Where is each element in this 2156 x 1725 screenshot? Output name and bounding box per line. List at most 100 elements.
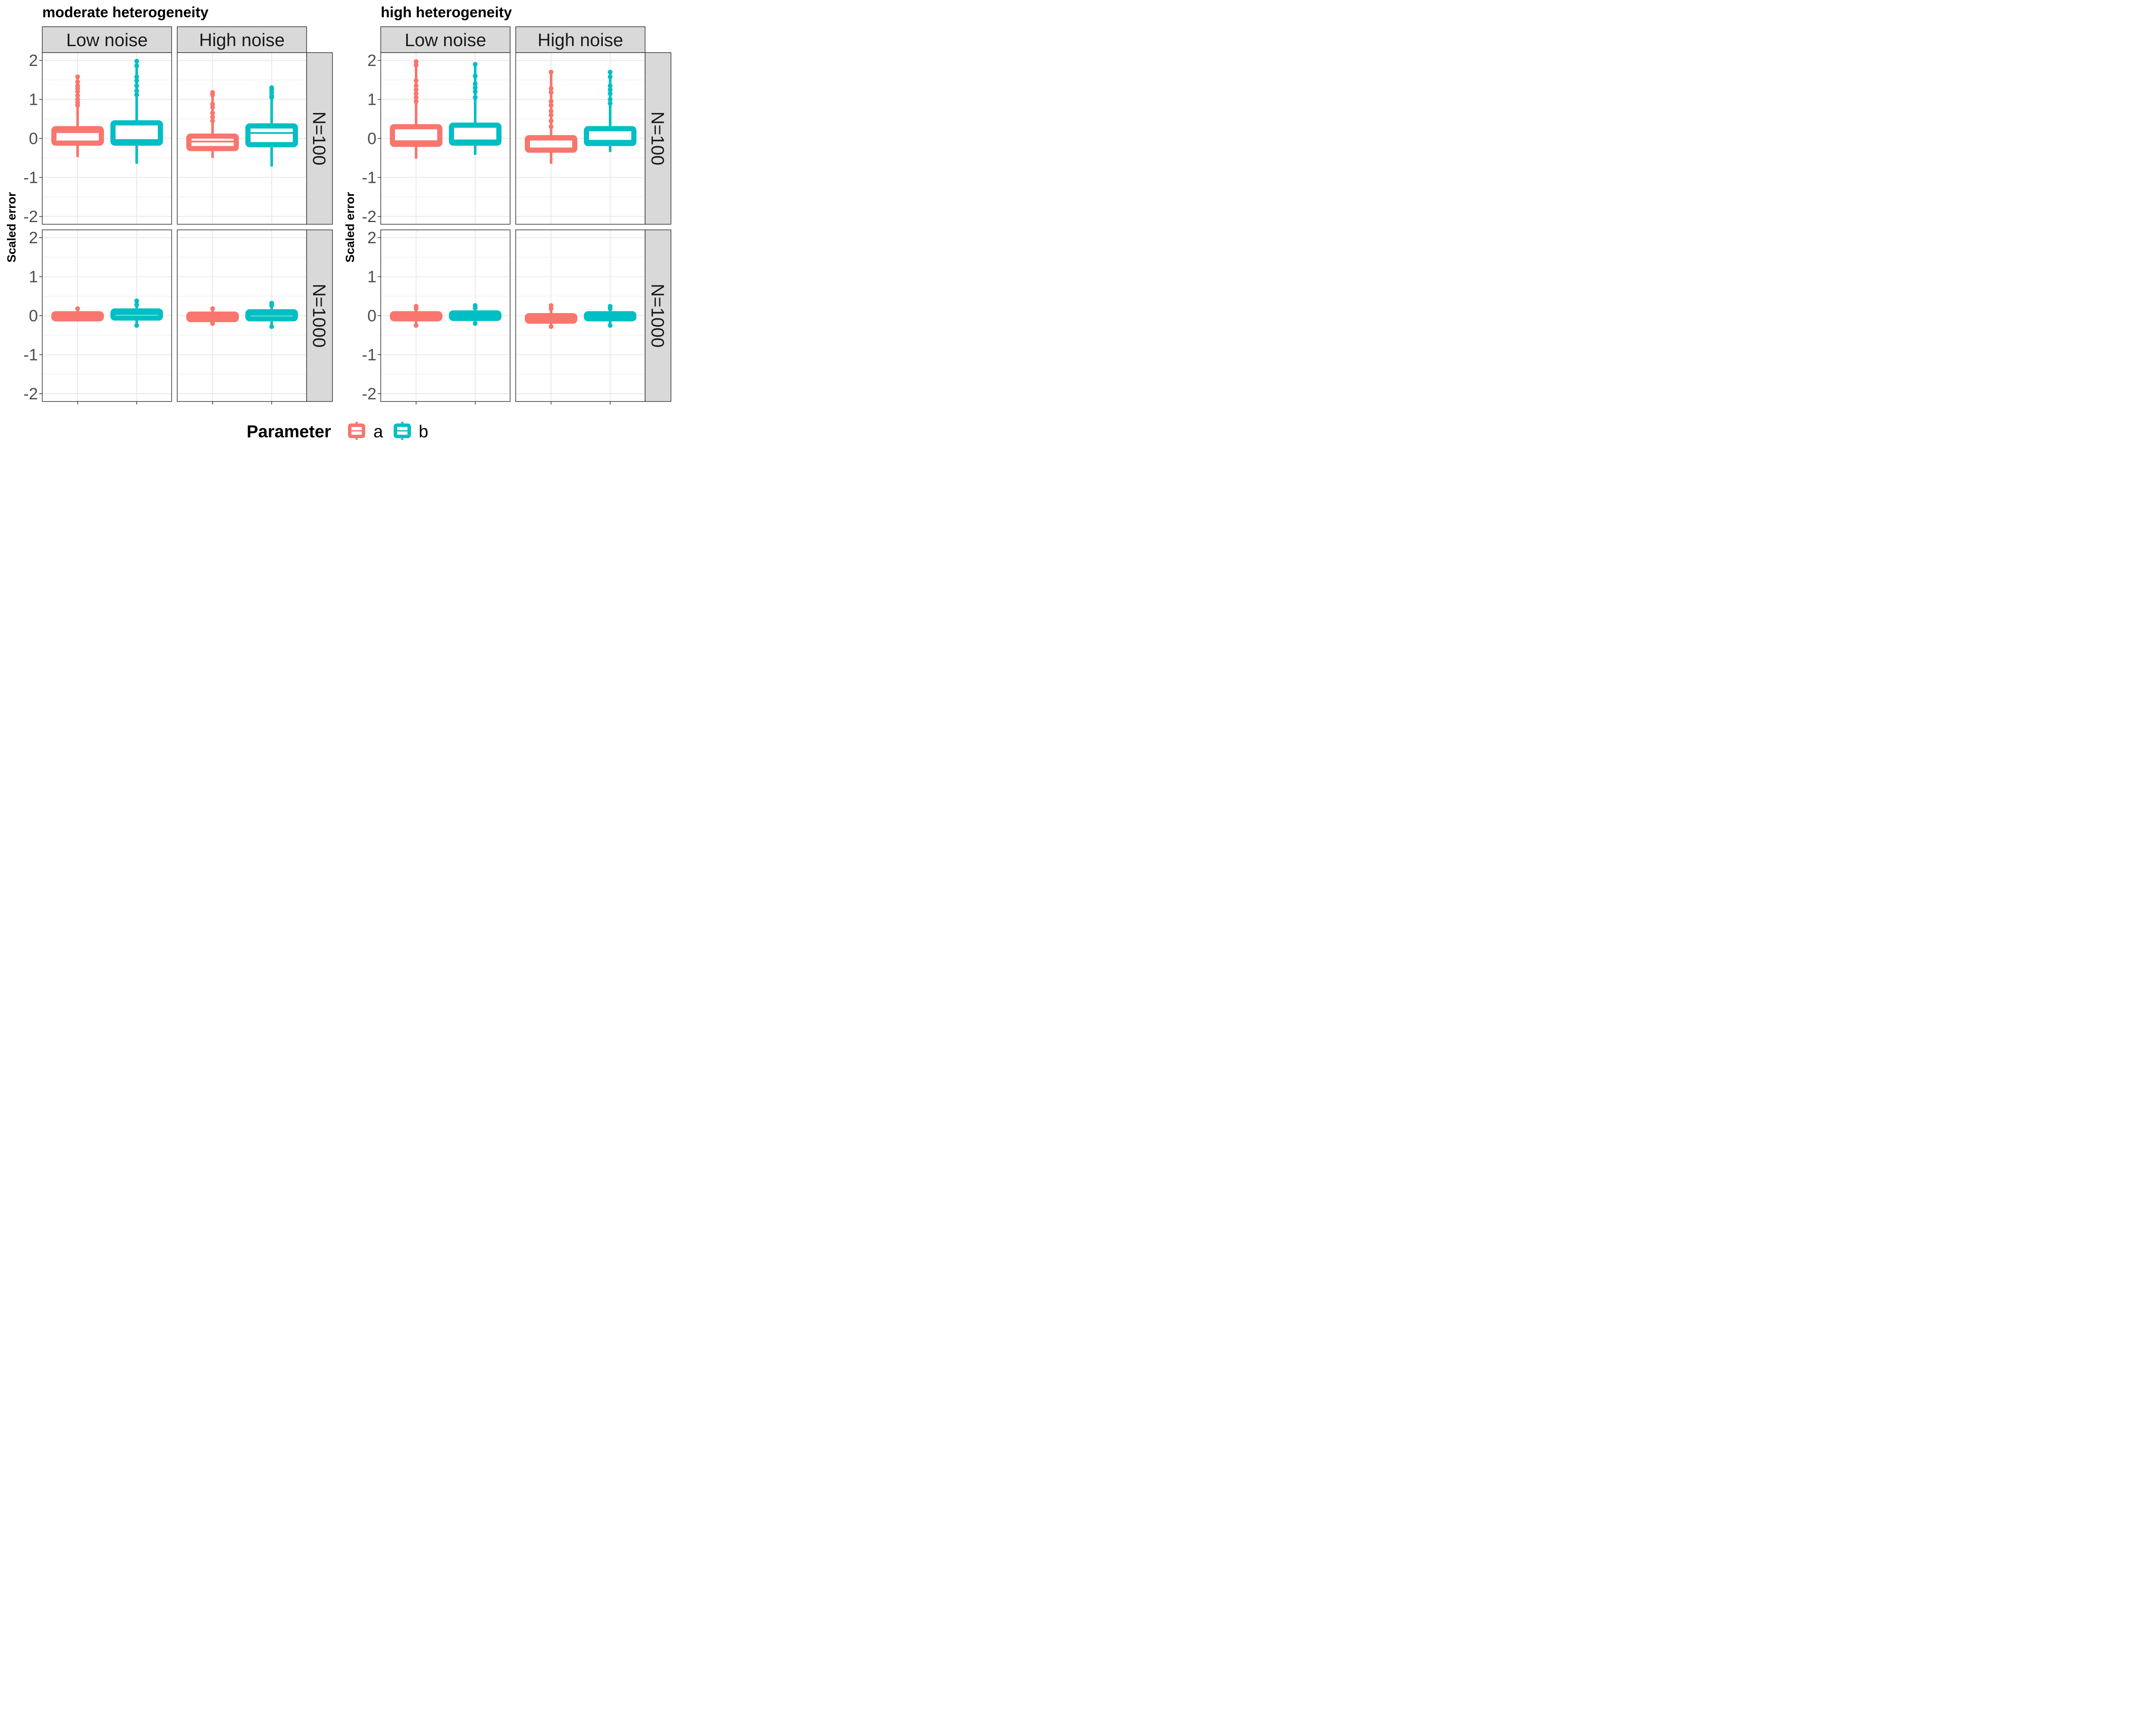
outlier-point (414, 59, 419, 64)
outlier-point (134, 298, 139, 304)
box-body (245, 123, 298, 147)
outlier-point (608, 306, 613, 311)
moderate-heterogeneity-panel: moderate heterogeneity Scaled error Low … (5, 4, 333, 405)
outlier-point (210, 105, 215, 110)
outlier-point (608, 91, 613, 96)
legend-title: Parameter (247, 422, 331, 441)
outlier-point (210, 110, 215, 116)
outlier-point (473, 85, 478, 90)
outlier-point (473, 73, 478, 78)
legend-label-a: a (373, 422, 383, 441)
high-heterogeneity-panel: high heterogeneity Scaled error Low nois… (343, 4, 671, 405)
outlier-point (548, 113, 554, 118)
outlier-point (210, 92, 215, 97)
outlier-point (134, 59, 139, 64)
box-b-n-100-low-noise (449, 62, 501, 155)
outlier-point (548, 109, 554, 114)
y-tick-label: 1 (29, 268, 38, 286)
box-a-n-1000-low-noise (51, 306, 104, 322)
outlier-point (473, 305, 478, 310)
outlier-point (210, 306, 215, 311)
y-tick-label: 1 (367, 268, 376, 286)
y-tick-label: -1 (362, 346, 376, 364)
outlier-point (134, 92, 139, 97)
y-tick-label: 0 (29, 130, 38, 148)
facet-panel-border (42, 52, 172, 225)
box-b-n-1000-low-noise (449, 303, 501, 326)
row-strip-label: N=1000 (309, 284, 329, 348)
outlier-point (608, 74, 613, 79)
legend-label-b: b (419, 422, 428, 441)
y-axis-label: Scaled error (343, 192, 357, 263)
outlier-point (75, 74, 80, 79)
box-b-n-100-high-noise (245, 85, 298, 167)
strip-background (306, 52, 333, 225)
outlier-point (548, 86, 554, 91)
outlier-point (414, 78, 419, 83)
outlier-point (269, 303, 274, 308)
outlier-point (75, 306, 80, 311)
outlier-point (473, 321, 478, 326)
y-tick-label: -2 (23, 385, 38, 403)
outlier-point (210, 114, 215, 119)
box-b-n-1000-low-noise (110, 298, 163, 328)
outlier-point (548, 306, 554, 311)
outlier-point (134, 323, 139, 328)
outlier-point (414, 63, 419, 68)
box-a-n-1000-high-noise (525, 303, 577, 329)
outlier-point (134, 88, 139, 94)
outlier-point (414, 91, 419, 96)
facet-panel-border (177, 52, 307, 225)
outlier-point (134, 78, 139, 83)
box-body (51, 126, 104, 146)
strip-background (380, 26, 511, 53)
outlier-point (414, 99, 419, 104)
outlier-point (608, 87, 613, 92)
legend: Parameter a b (247, 422, 428, 441)
outlier-point (269, 95, 274, 100)
outlier-point (75, 103, 80, 108)
box-a-n-100-low-noise (51, 74, 104, 157)
y-tick-label: -2 (362, 208, 376, 226)
row-strip-label: N=100 (309, 112, 329, 166)
y-tick-label: 2 (367, 229, 376, 247)
box-body (525, 135, 577, 153)
legend-key-a (348, 422, 365, 440)
outlier-point (75, 79, 80, 85)
outlier-point (134, 302, 139, 307)
y-tick-label: 0 (367, 130, 376, 148)
outlier-point (134, 74, 139, 79)
column-strip-label: High noise (538, 30, 623, 50)
y-tick-label: -1 (362, 169, 376, 187)
outlier-point (75, 89, 80, 94)
outlier-point (210, 118, 215, 123)
y-tick-label: 0 (367, 307, 376, 325)
outlier-point (548, 124, 554, 129)
y-tick-label: 2 (367, 52, 376, 70)
box-body (110, 120, 163, 146)
box-b-n-100-low-noise (110, 59, 163, 164)
y-tick-label: 1 (367, 91, 376, 109)
box-b-n-1000-high-noise (245, 301, 298, 329)
y-tick-label: -2 (23, 208, 38, 226)
outlier-point (414, 87, 419, 92)
strip-background (645, 229, 671, 402)
box-body (584, 126, 636, 146)
outlier-point (548, 103, 554, 108)
box-b-n-1000-high-noise (584, 304, 636, 328)
outlier-point (548, 118, 554, 123)
outlier-point (608, 83, 613, 88)
outlier-point (210, 321, 215, 326)
strip-background (515, 26, 646, 53)
facet-panel-border (380, 229, 511, 402)
y-tick-label: -1 (23, 346, 38, 364)
box-a-n-1000-high-noise (186, 306, 239, 326)
y-axis-label: Scaled error (5, 192, 18, 263)
strip-background (645, 52, 671, 225)
y-tick-label: 2 (29, 229, 38, 247)
outlier-point (269, 324, 274, 329)
outlier-point (414, 323, 419, 328)
facet-panel-border (380, 52, 511, 225)
outlier-point (414, 95, 419, 100)
outlier-point (608, 97, 613, 102)
